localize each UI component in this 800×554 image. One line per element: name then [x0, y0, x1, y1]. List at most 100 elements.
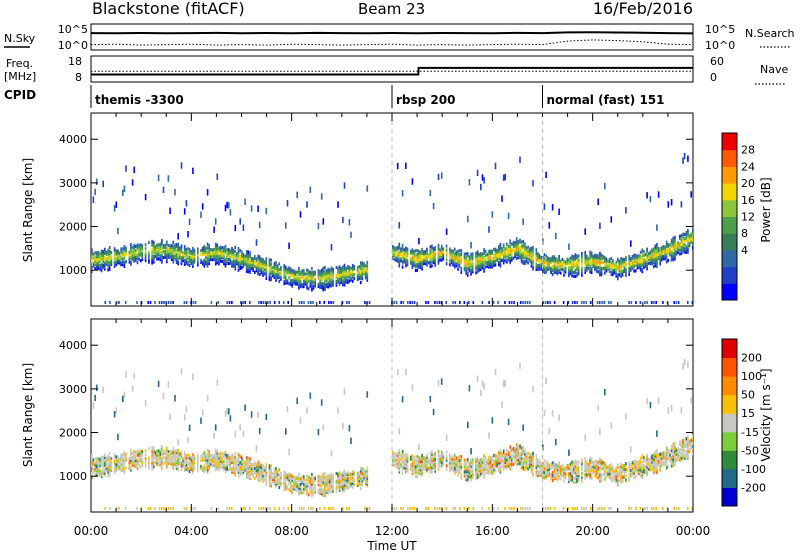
- range-cell: [421, 469, 423, 473]
- range-cell: [167, 449, 170, 454]
- range-cell: [421, 253, 423, 257]
- range-cell: [179, 462, 181, 466]
- range-cell: [268, 474, 271, 478]
- range-cell: [548, 469, 551, 473]
- range-cell: [221, 452, 223, 456]
- range-cell: [363, 270, 365, 274]
- range-cell: [502, 467, 505, 471]
- range-cell: [118, 467, 121, 471]
- range-cell: [602, 254, 604, 259]
- range-cell: [102, 257, 104, 261]
- range-cell: [239, 461, 241, 465]
- range-cell: [481, 470, 484, 474]
- range-cell: [268, 272, 271, 276]
- range-cell: [232, 264, 235, 268]
- range-cell: [105, 468, 108, 472]
- range-cell: [499, 460, 502, 464]
- range-cell: [99, 465, 101, 469]
- range-cell: [185, 406, 188, 413]
- range-cell: [527, 251, 529, 255]
- range-cell: [423, 252, 425, 256]
- range-cell: [434, 245, 436, 250]
- range-cell: [421, 459, 423, 463]
- range-cell: [289, 275, 292, 279]
- range-cell: [493, 263, 495, 267]
- range-cell: [437, 451, 440, 455]
- range-cell: [156, 455, 158, 459]
- range-cell: [286, 487, 289, 491]
- range-cell: [239, 424, 241, 431]
- range-cell: [268, 480, 271, 484]
- range-cell: [343, 283, 346, 287]
- range-cell: [561, 263, 564, 267]
- range-cell: [306, 478, 308, 482]
- range-cell: [525, 460, 528, 464]
- range-cell: [414, 268, 417, 273]
- range-cell: [515, 455, 518, 459]
- range-cell: [285, 477, 287, 481]
- range-cell: [471, 264, 474, 268]
- range-cell: [524, 248, 526, 252]
- range-cell: [298, 272, 300, 276]
- range-cell: [214, 254, 217, 258]
- range-cell: [252, 472, 254, 476]
- range-cell: [553, 261, 555, 265]
- range-cell: [364, 482, 367, 486]
- range-cell: [514, 449, 516, 453]
- range-cell: [537, 473, 539, 478]
- range-cell: [486, 468, 489, 472]
- range-cell: [440, 252, 443, 256]
- range-cell: [540, 473, 542, 477]
- range-cell: [556, 472, 559, 476]
- range-cell: [228, 456, 230, 460]
- range-cell: [164, 449, 166, 453]
- range-cell: [306, 201, 308, 208]
- range-cell: [649, 252, 652, 256]
- range-cell: [558, 468, 560, 472]
- range-cell: [426, 263, 428, 267]
- range-cell: [421, 257, 423, 261]
- range-cell: [177, 458, 179, 462]
- range-cell: [174, 449, 176, 453]
- range-cell: [646, 265, 648, 269]
- range-cell: [537, 471, 539, 476]
- colorbar-tick-label: 4: [741, 244, 748, 257]
- range-cell: [584, 260, 586, 265]
- station-title: Blackstone (fitACF): [92, 0, 245, 18]
- range-cell: [105, 464, 108, 468]
- range-cell: [665, 246, 668, 250]
- range-cell: [319, 491, 321, 495]
- range-cell: [685, 234, 688, 239]
- range-cell: [167, 459, 170, 463]
- range-cell: [303, 488, 305, 493]
- range-cell: [687, 155, 689, 162]
- range-cell: [327, 277, 329, 281]
- range-cell: [467, 479, 469, 483]
- range-cell: [651, 254, 653, 258]
- range-cell: [100, 457, 103, 461]
- range-cell: [117, 433, 119, 441]
- range-cell: [228, 458, 230, 462]
- range-cell: [156, 257, 158, 261]
- range-cell: [432, 460, 435, 465]
- range-cell: [361, 479, 364, 483]
- range-cell: [304, 478, 307, 482]
- range-cell: [576, 254, 578, 258]
- range-cell: [512, 244, 515, 249]
- range-cell: [504, 255, 507, 259]
- range-cell: [659, 258, 661, 262]
- range-cell: [298, 486, 300, 490]
- range-cell: [234, 461, 237, 465]
- range-cell: [218, 256, 220, 260]
- range-cell: [303, 301, 305, 304]
- range-cell: [618, 273, 621, 277]
- range-cell: [431, 456, 433, 460]
- range-cell: [175, 249, 178, 253]
- range-cell: [95, 263, 98, 267]
- range-cell: [514, 243, 516, 247]
- range-cell: [395, 248, 397, 252]
- range-cell: [356, 274, 359, 278]
- range-cell: [601, 301, 603, 304]
- range-cell: [597, 256, 599, 260]
- range-cell: [393, 460, 396, 464]
